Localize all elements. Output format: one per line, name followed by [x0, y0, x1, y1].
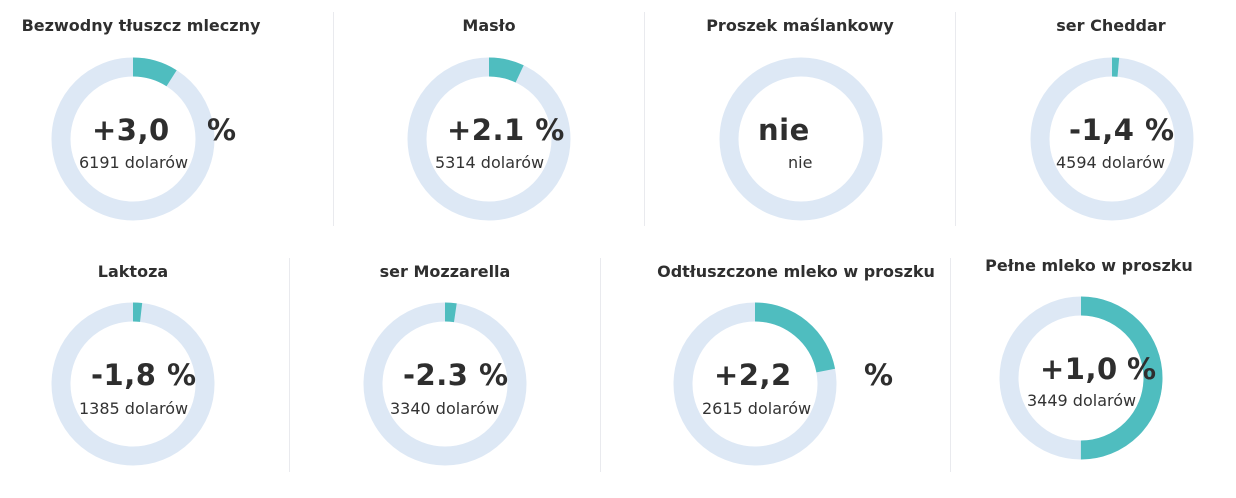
change-value: nie: [758, 113, 810, 147]
donut-fill-arc: [51, 302, 215, 466]
donut-track: [719, 57, 883, 221]
change-value: -1,8 %: [91, 358, 197, 392]
donut-chart: [407, 57, 571, 221]
change-value: -1,4 %: [1069, 113, 1175, 147]
tile-odtluszczone-mleko[interactable]: Odtłuszczone mleko w proszku +2,2 % 2615…: [600, 246, 935, 476]
change-unit: %: [864, 358, 894, 392]
price-label: 3340 dolarów: [390, 399, 500, 418]
donut-chart: [999, 296, 1163, 460]
donut-chart: [363, 302, 527, 466]
change-value: +2,2: [714, 358, 792, 392]
donut-fill-arc: [363, 302, 527, 466]
tile-title: ser Cheddar: [1056, 16, 1166, 35]
price-label: nie: [788, 153, 813, 172]
divider: [333, 12, 334, 226]
tile-proszek-maslankowy[interactable]: Proszek maślankowy nie nie: [644, 0, 944, 230]
donut-fill-arc: [999, 296, 1163, 460]
tile-title: Bezwodny tłuszcz mleczny: [21, 16, 261, 35]
donut-fill-arc: [51, 57, 215, 221]
price-label: 3449 dolarów: [1027, 391, 1137, 410]
divider: [950, 258, 951, 472]
change-value: -2.3 %: [403, 358, 509, 392]
divider: [600, 258, 601, 472]
tile-title: ser Mozzarella: [379, 262, 511, 281]
tile-title: Proszek maślankowy: [706, 16, 894, 35]
price-label: 1385 dolarów: [79, 399, 189, 418]
divider: [955, 12, 956, 226]
price-label: 2615 dolarów: [702, 399, 812, 418]
tile-bezwodny-tluszcz[interactable]: Bezwodny tłuszcz mleczny +3,0 % 6191 dol…: [0, 0, 300, 230]
tile-ser-mozzarella[interactable]: ser Mozzarella -2.3 % 3340 dolarów: [289, 246, 589, 476]
donut-chart: [1030, 57, 1194, 221]
tile-laktoza[interactable]: Laktoza -1,8 % 1385 dolarów: [0, 246, 300, 476]
tile-ser-cheddar[interactable]: ser Cheddar -1,4 % 4594 dolarów: [955, 0, 1236, 230]
change-unit: %: [207, 113, 237, 147]
donut-chart: [51, 57, 215, 221]
divider: [289, 258, 290, 472]
tile-title: Odtłuszczone mleko w proszku: [657, 262, 935, 281]
change-value: +1,0: [1040, 352, 1118, 386]
donut-chart: [51, 302, 215, 466]
donut-chart: [673, 302, 837, 466]
price-label: 5314 dolarów: [435, 153, 545, 172]
change-value: +2.1 %: [447, 113, 565, 147]
donut-fill-arc: [407, 57, 571, 221]
tile-title: Masło: [462, 16, 516, 35]
price-label: 4594 dolarów: [1056, 153, 1166, 172]
tile-title: Pełne mleko w proszku: [985, 256, 1193, 275]
donut-fill-arc: [1030, 57, 1194, 221]
price-label: 6191 dolarów: [79, 153, 189, 172]
tile-maslo[interactable]: Masło +2.1 % 5314 dolarów: [333, 0, 633, 230]
tile-pelne-mleko[interactable]: Pełne mleko w proszku +1,0 % 3449 dolaró…: [936, 240, 1236, 470]
donut-fill-arc: [673, 302, 837, 466]
divider: [644, 12, 645, 226]
tile-title: Laktoza: [97, 262, 169, 281]
change-unit: %: [1127, 352, 1157, 386]
change-value: +3,0: [92, 113, 170, 147]
donut-chart: [719, 57, 883, 221]
